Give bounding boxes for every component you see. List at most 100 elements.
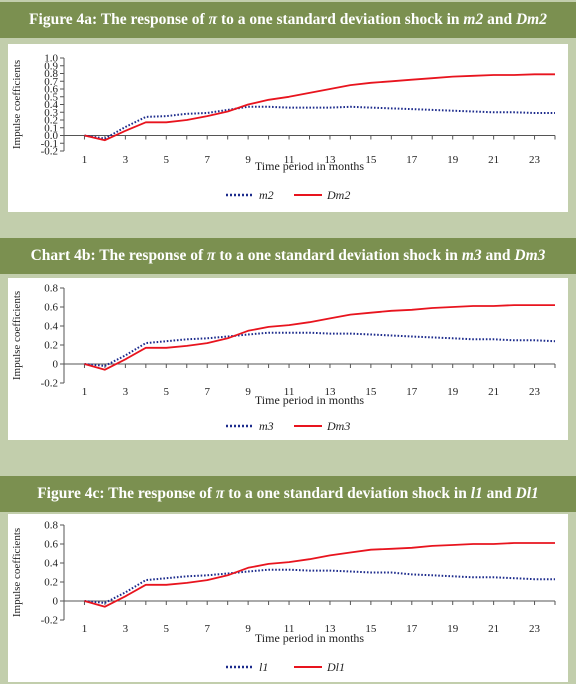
- x-tick-label: 17: [406, 623, 418, 635]
- x-tick-label: 11: [284, 623, 295, 635]
- x-tick-label: 3: [123, 386, 129, 398]
- x-tick-label: 7: [204, 623, 210, 635]
- title-pi: π: [208, 11, 218, 28]
- y-axis-title: Impulse coefficients: [11, 528, 23, 617]
- x-tick-label: 11: [284, 386, 295, 398]
- chart-svg: 0.80.60.40.20-0.21 3 5 7 9 11 13 15 17 19 21 23Time…: [11, 283, 556, 433]
- y-axis-title: Impulse coefficients: [11, 291, 23, 380]
- x-tick-label: 17: [406, 154, 418, 166]
- legend-label: m2: [259, 188, 274, 202]
- x-tick-label: 15: [365, 386, 377, 398]
- chart-title: Figure 4c: The response of π to a one st…: [0, 476, 576, 512]
- chart-title: Figure 4a: The response of π to a one st…: [0, 2, 576, 38]
- series-line-l1: [84, 568, 555, 604]
- x-tick-label: 21: [488, 154, 499, 166]
- y-tick-label: 0.6: [44, 539, 58, 551]
- title-var: Dm3: [514, 247, 546, 264]
- x-tick-label: 23: [529, 154, 541, 166]
- legend-label: Dm3: [326, 419, 350, 433]
- x-tick-label: 15: [365, 623, 377, 635]
- y-tick-label: 0.4: [44, 99, 58, 111]
- x-tick-label: 19: [447, 623, 459, 635]
- y-tick-label: 0.8: [44, 68, 58, 80]
- y-tick-label: 1.0: [44, 53, 58, 65]
- chart-svg: 1.00.90.80.70.60.50.40.30.20.10.0-0.1-0.…: [11, 53, 556, 202]
- title-text: to a one standard deviation shock in: [224, 485, 471, 502]
- y-tick-label: -0.2: [41, 146, 58, 158]
- y-tick-label: 0.4: [44, 558, 58, 570]
- x-tick-label: 1: [82, 386, 88, 398]
- plot-background: [8, 278, 568, 440]
- y-tick-label: 0.2: [44, 115, 58, 127]
- x-tick-label: 9: [245, 154, 251, 166]
- x-tick-label: 13: [324, 154, 336, 166]
- legend-label: m3: [259, 419, 274, 433]
- chart-svg: 0.80.60.40.20-0.21 3 5 7 9 11 13 15 17 19 21 23Time…: [11, 520, 556, 674]
- plot-background: [8, 44, 568, 212]
- title-text: to a one standard deviation shock in: [215, 247, 462, 264]
- y-tick-label: 0: [53, 596, 59, 608]
- x-tick-label: 15: [365, 154, 377, 166]
- y-tick-label: 0.6: [44, 84, 58, 96]
- x-tick-label: 13: [324, 386, 336, 398]
- title-var: Dm2: [515, 11, 547, 28]
- x-tick-label: 23: [529, 386, 541, 398]
- legend-label: Dm2: [326, 188, 350, 202]
- y-tick-label: 0.8: [44, 520, 58, 532]
- x-tick-label: 3: [123, 154, 129, 166]
- y-tick-label: -0.2: [41, 615, 58, 627]
- y-tick-label: 0.2: [44, 577, 58, 589]
- x-tick-label: 11: [284, 154, 295, 166]
- x-tick-label: 9: [245, 623, 251, 635]
- series-line-dm2: [84, 73, 555, 142]
- title-text: and: [483, 11, 516, 28]
- x-tick-label: 21: [488, 623, 499, 635]
- title-var: m3: [461, 247, 482, 264]
- chart-panel-a: Figure 4a: The response of π to a one st…: [0, 0, 576, 212]
- x-tick-label: 1: [82, 623, 88, 635]
- title-text: and: [481, 247, 515, 264]
- y-tick-label: 0.3: [44, 107, 58, 119]
- chart-panel-b: Chart 4b: The response of π to a one sta…: [0, 236, 576, 440]
- series-line-dm3: [84, 304, 555, 371]
- title-text: to a one standard deviation shock in: [217, 11, 464, 28]
- title-text: Chart 4b: The response of: [30, 247, 208, 264]
- y-tick-label: 0.0: [44, 130, 58, 142]
- title-var: m2: [463, 11, 484, 28]
- y-tick-label: 0.4: [44, 321, 58, 333]
- legend-label: l1: [259, 660, 268, 674]
- title-text: Figure 4c: The response of: [37, 485, 216, 502]
- y-tick-label: 0.2: [44, 340, 58, 352]
- y-tick-label: 0.5: [44, 91, 58, 103]
- x-tick-label: 5: [164, 623, 170, 635]
- series-line-m2: [84, 105, 555, 140]
- y-tick-label: 0.7: [44, 76, 58, 88]
- series-line-dl1: [84, 542, 555, 608]
- title-pi: π: [215, 485, 225, 502]
- x-tick-label: 13: [324, 623, 336, 635]
- x-tick-label: 3: [123, 623, 129, 635]
- title-text: Figure 4a: The response of: [29, 11, 209, 28]
- y-tick-label: 0.8: [44, 283, 58, 295]
- title-text: and: [482, 485, 516, 502]
- y-tick-label: 0: [53, 359, 59, 371]
- chart-title: Chart 4b: The response of π to a one sta…: [0, 238, 576, 274]
- x-tick-label: 9: [245, 386, 251, 398]
- x-tick-label: 7: [204, 386, 210, 398]
- x-tick-label: 1: [82, 154, 88, 166]
- plot-background: [8, 514, 568, 682]
- y-axis-title: Impulse coefficients: [11, 60, 23, 149]
- y-tick-label: 0.9: [44, 60, 58, 72]
- x-tick-label: 17: [406, 386, 418, 398]
- title-pi: π: [207, 247, 216, 264]
- y-tick-label: 0.6: [44, 302, 58, 314]
- x-axis-title: Time period in months: [255, 393, 365, 407]
- y-tick-label: -0.1: [41, 138, 58, 150]
- x-tick-label: 21: [488, 386, 499, 398]
- x-axis-title: Time period in months: [255, 159, 365, 173]
- y-tick-label: -0.2: [41, 378, 58, 390]
- chart-panel-c: Figure 4c: The response of π to a one st…: [0, 474, 576, 682]
- x-tick-label: 5: [164, 154, 170, 166]
- x-tick-label: 7: [204, 154, 210, 166]
- series-line-m3: [84, 331, 556, 367]
